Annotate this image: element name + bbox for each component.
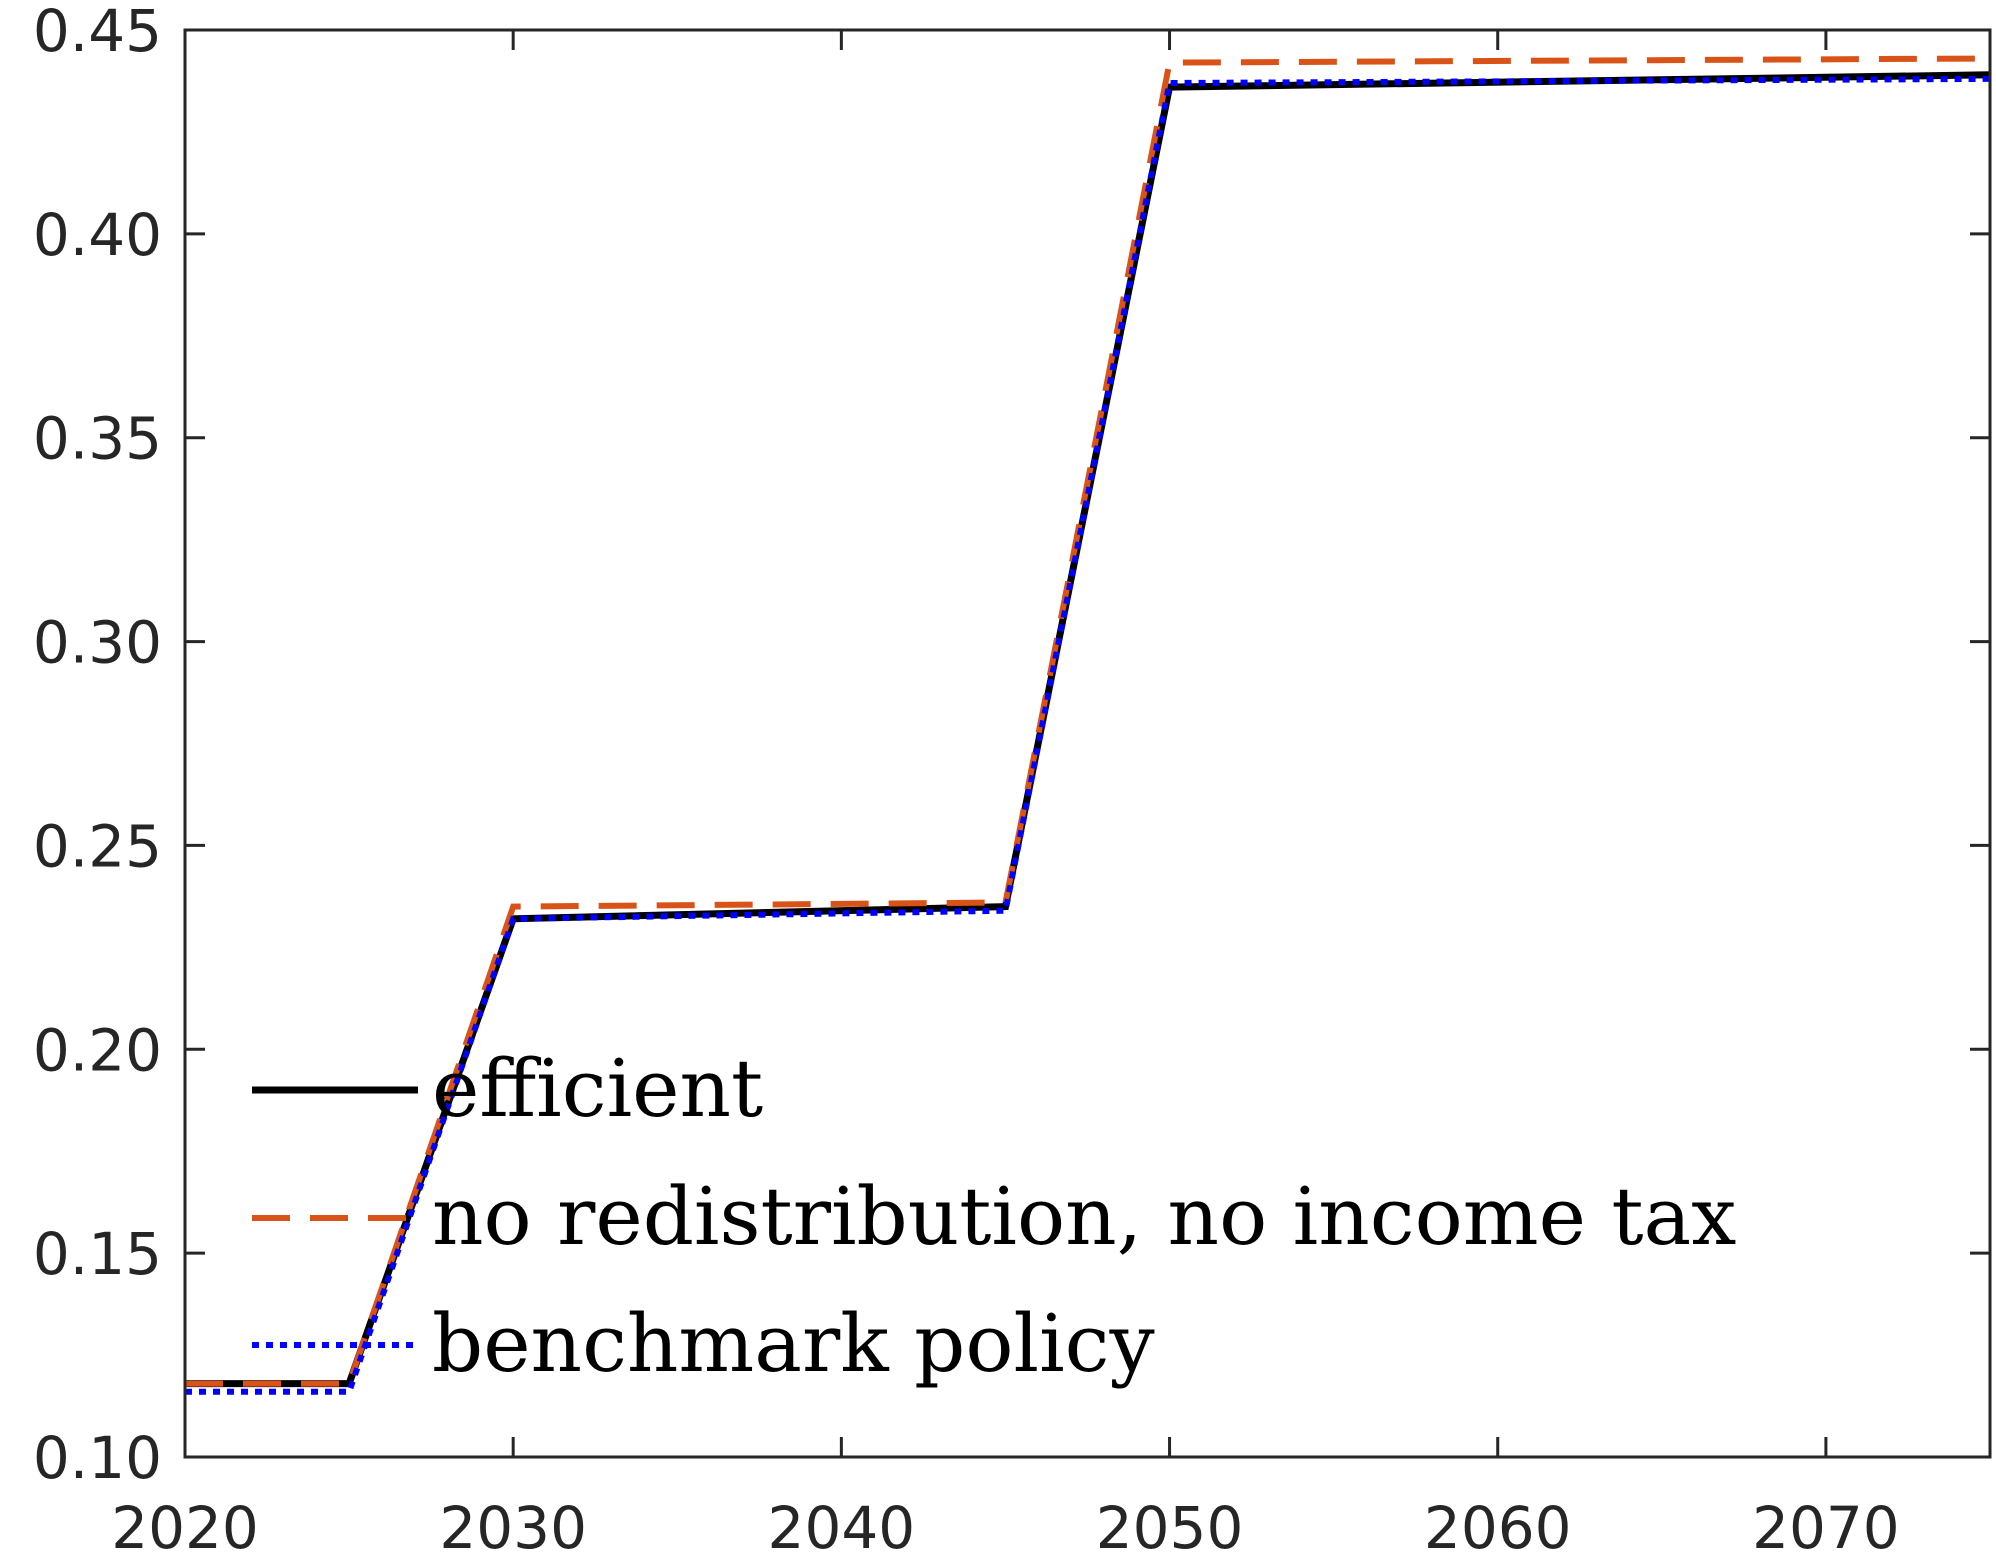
x-axis-ticks: 2020 2030 2040 2050 2060 2070 [111, 30, 1900, 1554]
y-tick-label: 0.40 [33, 201, 162, 269]
series-line-no-redistribution-no-income-tax [185, 55, 1991, 1387]
legend-label: benchmark policy [432, 1297, 1155, 1390]
legend: efficient no redistribution, no income ta… [252, 1042, 1736, 1390]
y-tick-label: 0.35 [33, 405, 162, 473]
legend-label: efficient [432, 1042, 763, 1135]
x-tick-label: 2040 [768, 1494, 916, 1554]
y-tick-label: 0.20 [33, 1016, 162, 1084]
y-axis-ticks: 0.10 0.15 0.20 0.25 0.30 0.35 0.40 0.45 [33, 0, 1990, 1492]
y-tick-label: 0.45 [33, 0, 162, 65]
y-tick-label: 0.15 [33, 1220, 162, 1288]
x-tick-label: 2070 [1752, 1494, 1900, 1554]
series-line-benchmark-policy [185, 75, 1991, 1395]
y-tick-label: 0.10 [33, 1424, 162, 1492]
y-tick-label: 0.30 [33, 609, 162, 677]
series-layer [185, 55, 1991, 1395]
plot-frame [183, 28, 1992, 1459]
x-tick-label: 2050 [1096, 1494, 1244, 1554]
y-tick-label: 0.25 [33, 812, 162, 880]
legend-label: no redistribution, no income tax [432, 1170, 1736, 1263]
x-tick-label: 2060 [1424, 1494, 1572, 1554]
x-tick-label: 2020 [111, 1494, 259, 1554]
x-tick-label: 2030 [439, 1494, 587, 1554]
